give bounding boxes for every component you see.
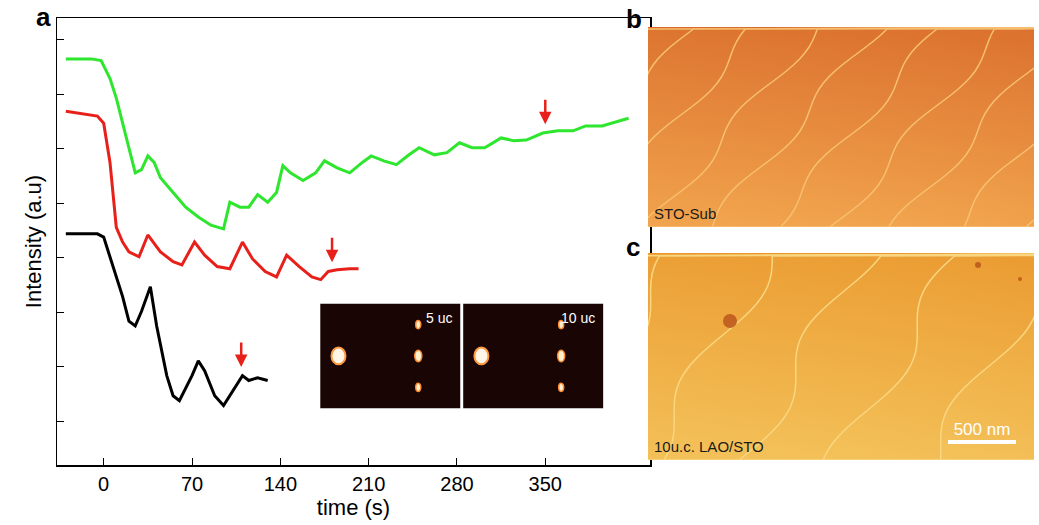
svg-text:10u.c. LAO/STO: 10u.c. LAO/STO [654,438,764,455]
svg-text:140: 140 [264,473,297,495]
svg-text:280: 280 [440,473,473,495]
svg-text:210: 210 [352,473,385,495]
html-text:c: c [626,232,641,262]
svg-text:time (s): time (s) [317,495,390,520]
svg-text:500 nm: 500 nm [954,420,1011,439]
html-text:a: a [36,2,51,32]
svg-text:0: 0 [98,473,109,495]
svg-text:5 uc: 5 uc [426,310,452,326]
svg-text:70: 70 [181,473,203,495]
svg-text:Intensity (a.u): Intensity (a.u) [21,175,46,308]
svg-text:STO-Sub: STO-Sub [654,205,716,222]
html-text:b: b [626,4,642,34]
svg-text:350: 350 [529,473,562,495]
svg-text:10 uc: 10 uc [561,310,595,326]
